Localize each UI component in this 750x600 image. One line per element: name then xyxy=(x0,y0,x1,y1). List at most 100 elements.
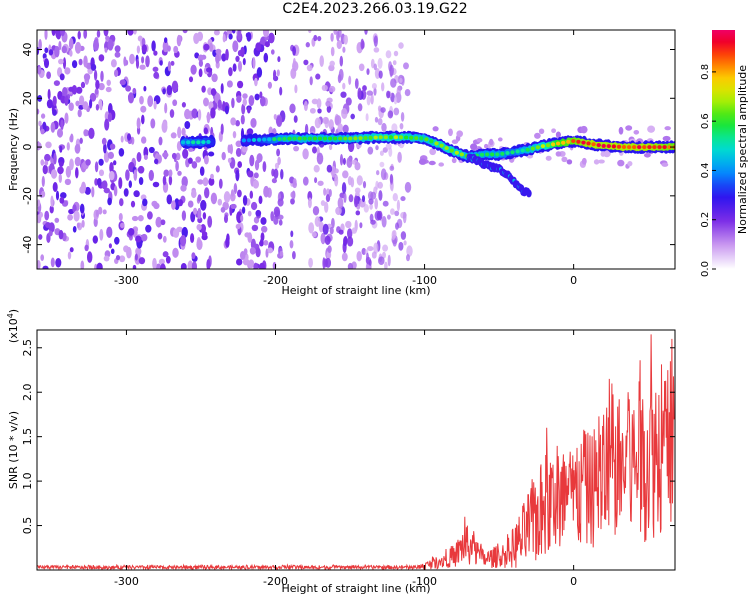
noise-cell xyxy=(168,175,173,186)
noise-cell xyxy=(60,119,64,131)
noise-cell xyxy=(55,190,60,201)
noise-cell xyxy=(182,148,189,159)
noise-cell xyxy=(497,137,503,142)
noise-cell xyxy=(303,59,309,66)
noise-cell xyxy=(54,217,60,223)
noise-cell xyxy=(67,251,72,260)
signal-peak xyxy=(439,143,444,148)
noise-cell xyxy=(337,73,342,84)
noise-cell xyxy=(343,235,348,245)
noise-cell xyxy=(237,80,244,89)
noise-cell xyxy=(170,132,177,139)
noise-cell xyxy=(175,152,181,161)
signal-peak xyxy=(490,152,495,157)
y-tick-label: -20 xyxy=(21,187,34,205)
noise-cell xyxy=(254,77,258,87)
noise-cell xyxy=(42,265,49,269)
noise-cell xyxy=(71,60,78,69)
noise-cell xyxy=(196,239,203,251)
y-tick-label: 0 xyxy=(21,144,34,151)
noise-cell xyxy=(343,34,348,45)
noise-cell xyxy=(198,59,204,67)
noise-cell xyxy=(83,73,91,81)
noise-cell xyxy=(633,129,640,135)
signal-peak xyxy=(343,136,348,141)
noise-cell xyxy=(80,81,86,89)
noise-cell xyxy=(534,132,541,139)
noise-cell xyxy=(40,159,45,166)
y-tick-label: 40 xyxy=(21,43,34,57)
noise-cell xyxy=(290,230,294,238)
noise-cell xyxy=(249,247,256,255)
colorbar: 0.0 0.2 0.4 0.6 0.8 Normalized spectral ampli… xyxy=(700,30,749,277)
noise-cell xyxy=(290,198,295,205)
noise-cell xyxy=(114,45,121,53)
noise-cell xyxy=(263,239,269,246)
noise-cell xyxy=(74,156,81,167)
y-axis-label: Frequency (Hz) xyxy=(7,108,20,191)
noise-cell xyxy=(371,83,377,90)
noise-cell xyxy=(207,215,213,228)
noise-cell xyxy=(162,88,166,95)
signal-peak xyxy=(393,135,399,140)
noise-cell xyxy=(309,76,313,86)
signal-peak xyxy=(409,135,414,140)
x-tick-label: -100 xyxy=(412,274,437,287)
noise-cell xyxy=(247,106,251,114)
signal-peak xyxy=(632,145,637,150)
y-tick-label: 1.5 xyxy=(21,428,34,446)
noise-cell xyxy=(270,49,275,55)
signal-peak xyxy=(459,152,464,157)
noise-cell xyxy=(79,203,85,214)
noise-cell xyxy=(273,168,279,179)
signal-peak xyxy=(479,152,485,157)
signal-peak xyxy=(424,137,429,142)
noise-cell xyxy=(237,189,242,198)
noise-cell xyxy=(157,232,163,240)
noise-cell xyxy=(363,203,369,213)
noise-cell xyxy=(210,192,218,205)
noise-cell xyxy=(364,30,368,35)
noise-cell xyxy=(324,201,329,213)
noise-cell xyxy=(50,121,56,133)
noise-cell xyxy=(82,101,89,110)
noise-cell xyxy=(224,105,229,115)
noise-cell xyxy=(55,258,62,268)
noise-cell xyxy=(129,53,135,65)
signal-peak xyxy=(419,136,424,141)
signal-peak xyxy=(312,136,318,141)
noise-cell xyxy=(438,162,445,167)
noise-cell xyxy=(375,145,379,151)
noise-cell xyxy=(308,30,312,34)
signal-peak xyxy=(262,137,267,142)
signal-peak xyxy=(616,144,622,149)
noise-cell xyxy=(356,175,363,186)
signal-peak xyxy=(444,146,449,151)
noise-cell xyxy=(203,127,209,135)
noise-cell xyxy=(105,86,112,93)
noise-cell xyxy=(232,40,239,53)
x-tick-label: 0 xyxy=(570,575,577,588)
noise-cell xyxy=(402,211,407,224)
signal-peak xyxy=(246,138,252,143)
noise-cell xyxy=(278,219,283,226)
noise-cell xyxy=(313,164,320,173)
signal-peak xyxy=(358,136,363,141)
noise-cell xyxy=(193,32,200,45)
noise-cell xyxy=(343,192,347,203)
noise-cell xyxy=(184,120,191,130)
noise-cell xyxy=(197,54,204,62)
noise-cell xyxy=(96,262,103,269)
noise-cell xyxy=(119,222,125,229)
noise-cell xyxy=(58,58,64,65)
noise-cell xyxy=(306,64,313,72)
signal-peak xyxy=(505,151,510,155)
noise-cell xyxy=(386,90,391,99)
noise-cell xyxy=(197,109,202,121)
noise-cell xyxy=(206,111,211,124)
noise-cell xyxy=(368,259,372,266)
noise-cell xyxy=(178,199,184,207)
noise-cell xyxy=(128,228,135,236)
noise-cell xyxy=(153,50,158,56)
noise-cell xyxy=(451,157,457,164)
